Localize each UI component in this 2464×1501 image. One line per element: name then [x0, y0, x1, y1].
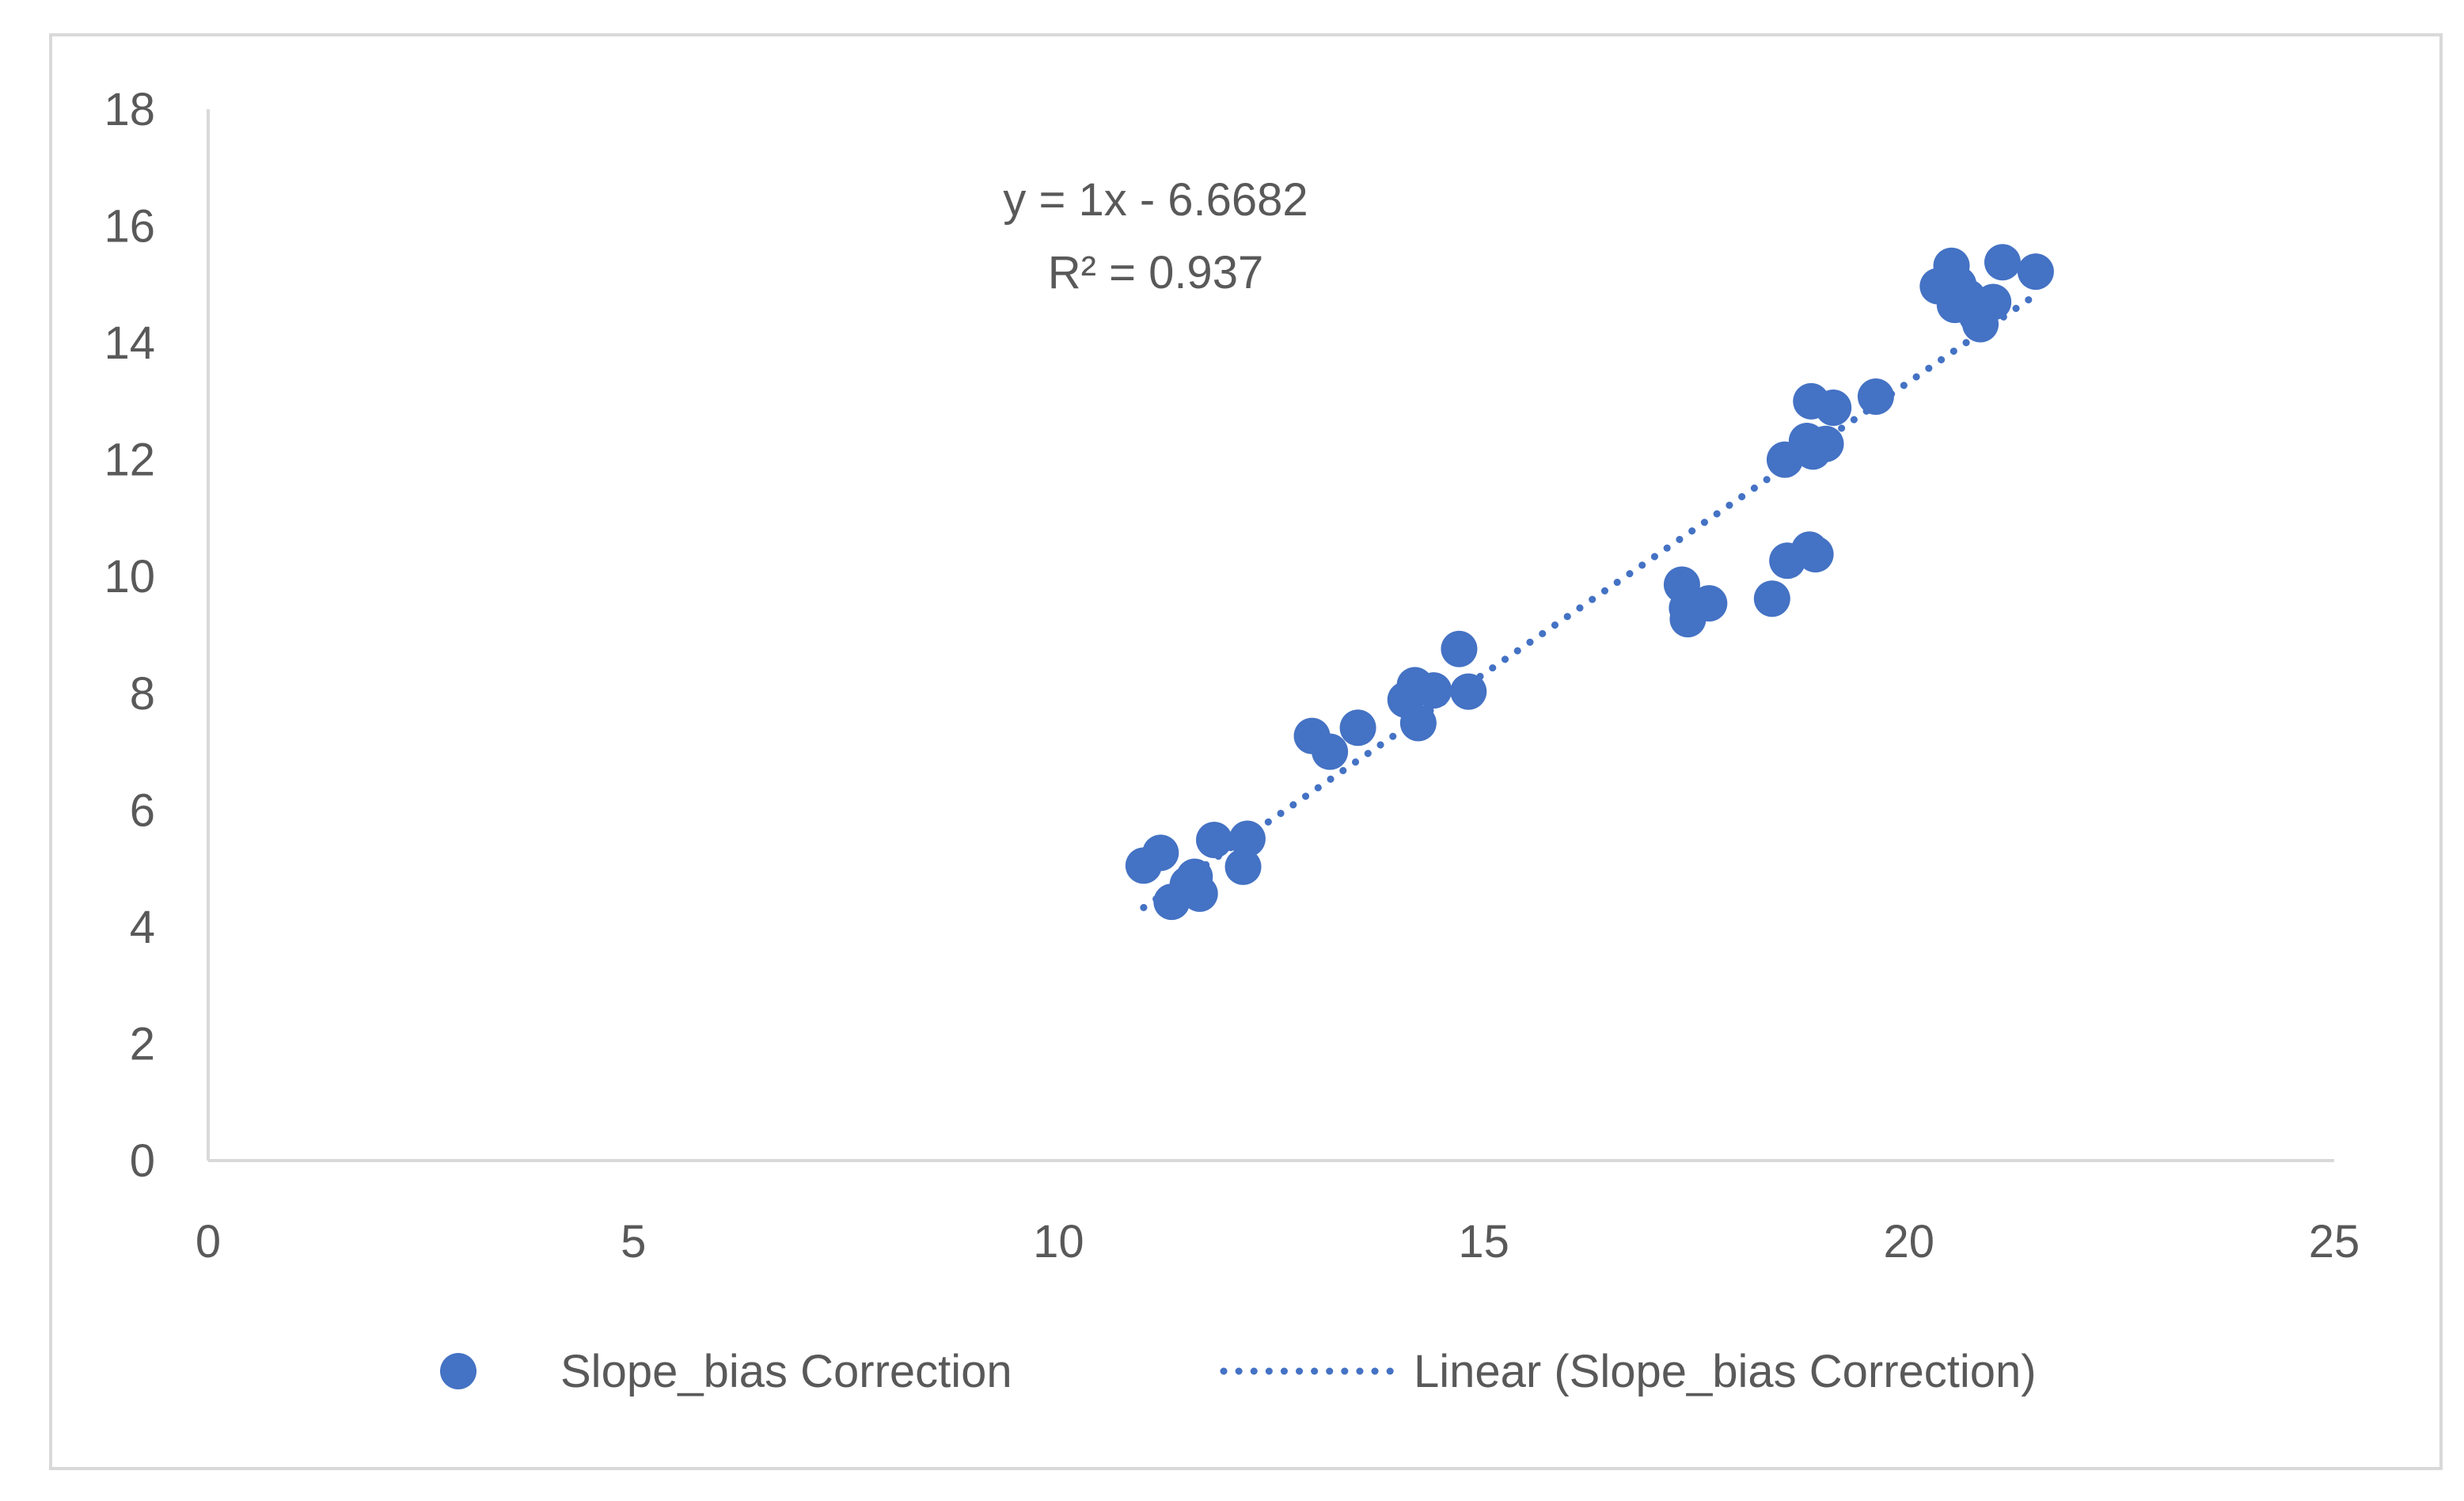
y-tick-label: 12	[104, 435, 155, 486]
trendline-path	[1140, 291, 2040, 911]
data-points	[1125, 244, 2054, 921]
y-tick-label: 18	[104, 84, 155, 135]
data-point	[2017, 253, 2054, 291]
y-tick-label: 4	[130, 902, 155, 953]
data-point	[1312, 733, 1349, 770]
y-tick-label: 8	[130, 668, 155, 720]
y-tick-label: 0	[130, 1135, 155, 1187]
axes: 0 5 10 15 20 25 0 2 4 6 8 10 12 14 16 18	[104, 84, 2360, 1267]
y-tick-label: 14	[104, 317, 155, 369]
data-point	[1142, 834, 1179, 872]
legend-marker-icon	[440, 1353, 476, 1389]
x-tick-label: 15	[1458, 1216, 1509, 1267]
data-point	[1797, 536, 1834, 573]
trendline-r2: R² = 0.937	[1048, 247, 1263, 298]
data-point	[1339, 709, 1376, 747]
x-tick-label: 25	[2309, 1216, 2360, 1267]
data-point	[1815, 390, 1852, 427]
x-tick-label: 20	[1884, 1216, 1935, 1267]
data-point	[1181, 875, 1218, 912]
trendline	[1140, 291, 2040, 911]
trendline-equation: y = 1x - 6.6682	[1003, 174, 1308, 226]
x-tick-label: 5	[621, 1216, 646, 1267]
data-point	[1975, 283, 2012, 321]
legend-label-trendline: Linear (Slope_bias Correction)	[1414, 1346, 2037, 1397]
legend: Slope_bias Correction Linear (Slope_bias…	[440, 1346, 2037, 1397]
data-point	[1415, 672, 1452, 709]
data-point	[1399, 705, 1437, 742]
x-tick-label: 0	[196, 1216, 221, 1267]
data-point	[1224, 848, 1262, 885]
data-point	[1753, 580, 1790, 618]
legend-label-series: Slope_bias Correction	[560, 1346, 1012, 1397]
data-point	[1984, 244, 2021, 281]
data-point	[1450, 673, 1487, 710]
data-point	[1807, 425, 1844, 462]
data-point	[1228, 820, 1266, 857]
data-point	[1691, 585, 1728, 622]
data-point	[1196, 821, 1233, 858]
y-tick-label: 6	[130, 785, 155, 836]
data-point	[1857, 378, 1894, 415]
y-tick-label: 16	[104, 201, 155, 253]
y-tick-label: 10	[104, 551, 155, 602]
x-tick-label: 10	[1033, 1216, 1084, 1267]
data-point	[1441, 630, 1478, 667]
y-tick-label: 2	[130, 1018, 155, 1070]
